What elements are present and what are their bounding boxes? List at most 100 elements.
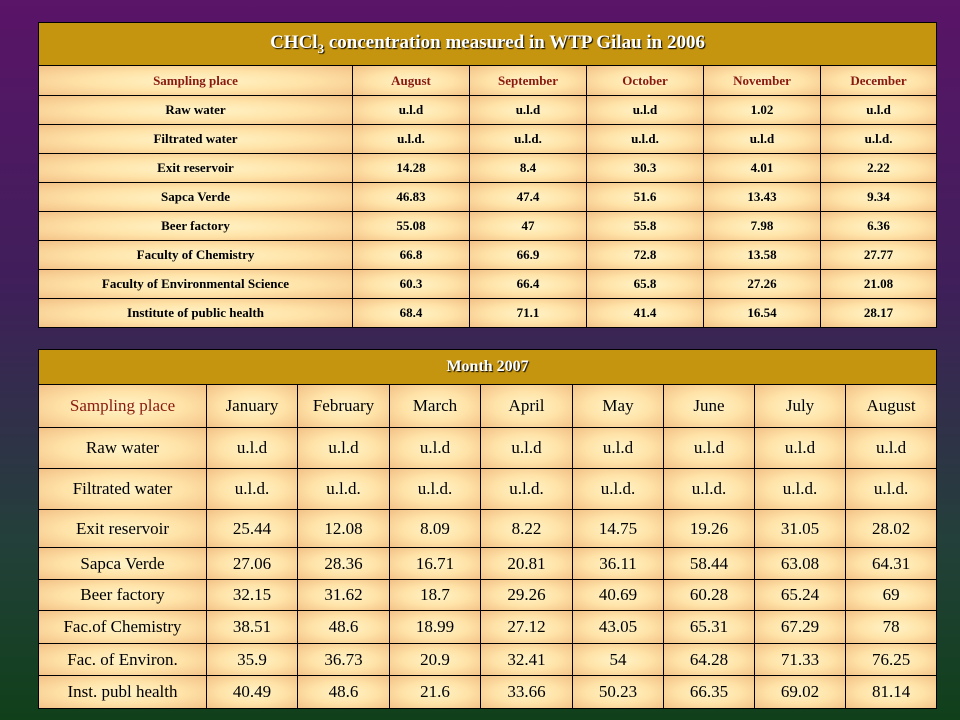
value-cell: u.l.d.: [754, 468, 846, 510]
header-cell: Sampling place: [38, 65, 353, 96]
value-cell: 64.31: [844, 547, 938, 580]
value-cell: 27.06: [206, 547, 298, 580]
header-cell: October: [586, 65, 704, 96]
table-2006-title-row: CHCl3 concentration measured in WTP Gila…: [37, 22, 938, 66]
table-2006-title: CHCl3 concentration measured in WTP Gila…: [37, 22, 938, 66]
value-cell: 27.12: [480, 610, 573, 644]
value-cell: 33.66: [480, 675, 573, 709]
header-cell: January: [206, 384, 298, 428]
value-cell: 76.25: [844, 643, 938, 676]
value-cell: 48.6: [297, 610, 390, 644]
header-cell: August: [352, 65, 470, 96]
value-cell: u.l.d: [352, 95, 470, 125]
value-cell: 40.49: [206, 675, 298, 709]
table-2006-header-row: Sampling place August September October …: [38, 65, 938, 96]
value-cell: 65.8: [586, 269, 704, 299]
table-row: Beer factory 55.08 47 55.8 7.98 6.36: [38, 211, 938, 241]
value-cell: 51.6: [586, 182, 704, 212]
value-cell: 31.62: [297, 579, 390, 611]
value-cell: u.l.d: [819, 95, 938, 125]
value-cell: 28.02: [844, 509, 938, 548]
value-cell: 65.31: [663, 610, 755, 644]
row-label: Raw water: [38, 95, 353, 125]
value-cell: u.l.d: [469, 95, 587, 125]
table-row: Raw water u.l.d u.l.d u.l.d u.l.d u.l.d u.l.d u…: [38, 427, 938, 469]
value-cell: 48.6: [297, 675, 390, 709]
row-label: Filtrated water: [38, 124, 353, 154]
value-cell: u.l.d.: [586, 124, 704, 154]
header-cell: May: [572, 384, 664, 428]
value-cell: 36.11: [572, 547, 664, 580]
value-cell: 60.28: [663, 579, 755, 611]
value-cell: 27.77: [819, 240, 938, 270]
value-cell: 8.22: [480, 509, 573, 548]
value-cell: 29.26: [480, 579, 573, 611]
row-label: Fac.of Chemistry: [38, 610, 207, 644]
value-cell: 8.09: [389, 509, 481, 548]
value-cell: 46.83: [352, 182, 470, 212]
value-cell: 66.9: [469, 240, 587, 270]
value-cell: u.l.d.: [352, 124, 470, 154]
value-cell: u.l.d.: [469, 124, 587, 154]
row-label: Beer factory: [38, 579, 207, 611]
table-row: Sapca Verde 46.83 47.4 51.6 13.43 9.34: [38, 182, 938, 212]
value-cell: 31.05: [754, 509, 846, 548]
value-cell: 32.15: [206, 579, 298, 611]
row-label: Sapca Verde: [38, 182, 353, 212]
value-cell: 50.23: [572, 675, 664, 709]
value-cell: 19.26: [663, 509, 755, 548]
value-cell: 55.08: [352, 211, 470, 241]
row-label: Inst. publ health: [38, 675, 207, 709]
value-cell: 55.8: [586, 211, 704, 241]
value-cell: 13.43: [703, 182, 821, 212]
value-cell: u.l.d: [572, 427, 664, 469]
row-label: Faculty of Environmental Science: [38, 269, 353, 299]
value-cell: 4.01: [703, 153, 821, 183]
value-cell: u.l.d.: [206, 468, 298, 510]
value-cell: 14.28: [352, 153, 470, 183]
value-cell: 18.7: [389, 579, 481, 611]
row-label: Exit reservoir: [38, 153, 353, 183]
row-label: Filtrated water: [38, 468, 207, 510]
title-text: concentration measured in WTP Gilau in 2…: [324, 31, 705, 53]
table-row: Inst. publ health 40.49 48.6 21.6 33.66 50.23…: [38, 675, 938, 709]
header-cell: March: [389, 384, 481, 428]
table-2006: CHCl3 concentration measured in WTP Gila…: [37, 22, 938, 328]
value-cell: 36.73: [297, 643, 390, 676]
value-cell: u.l.d: [586, 95, 704, 125]
value-cell: u.l.d: [389, 427, 481, 469]
value-cell: 67.29: [754, 610, 846, 644]
value-cell: u.l.d: [297, 427, 390, 469]
value-cell: u.l.d: [844, 427, 938, 469]
table-2007: Month 2007 Sampling place January Februa…: [37, 349, 938, 709]
table-row: Filtrated water u.l.d. u.l.d. u.l.d. u.l.d. u…: [38, 468, 938, 510]
value-cell: 72.8: [586, 240, 704, 270]
header-cell: November: [703, 65, 821, 96]
value-cell: 21.08: [819, 269, 938, 299]
value-cell: u.l.d.: [819, 124, 938, 154]
row-label: Exit reservoir: [38, 509, 207, 548]
value-cell: u.l.d: [206, 427, 298, 469]
row-label: Sapca Verde: [38, 547, 207, 580]
value-cell: 81.14: [844, 675, 938, 709]
value-cell: 13.58: [703, 240, 821, 270]
table-2007-title-row: Month 2007: [37, 349, 938, 385]
value-cell: 30.3: [586, 153, 704, 183]
value-cell: 68.4: [352, 298, 470, 328]
value-cell: 2.22: [819, 153, 938, 183]
value-cell: 25.44: [206, 509, 298, 548]
value-cell: 47.4: [469, 182, 587, 212]
value-cell: u.l.d.: [480, 468, 573, 510]
table-row: Exit reservoir 25.44 12.08 8.09 8.22 14.75 19.…: [38, 509, 938, 548]
value-cell: 16.54: [703, 298, 821, 328]
header-cell: Sampling place: [38, 384, 207, 428]
value-cell: 43.05: [572, 610, 664, 644]
value-cell: 71.1: [469, 298, 587, 328]
value-cell: 63.08: [754, 547, 846, 580]
value-cell: u.l.d.: [844, 468, 938, 510]
value-cell: 38.51: [206, 610, 298, 644]
value-cell: u.l.d.: [572, 468, 664, 510]
table-row: Exit reservoir 14.28 8.4 30.3 4.01 2.22: [38, 153, 938, 183]
value-cell: 41.4: [586, 298, 704, 328]
row-label: Faculty of Chemistry: [38, 240, 353, 270]
